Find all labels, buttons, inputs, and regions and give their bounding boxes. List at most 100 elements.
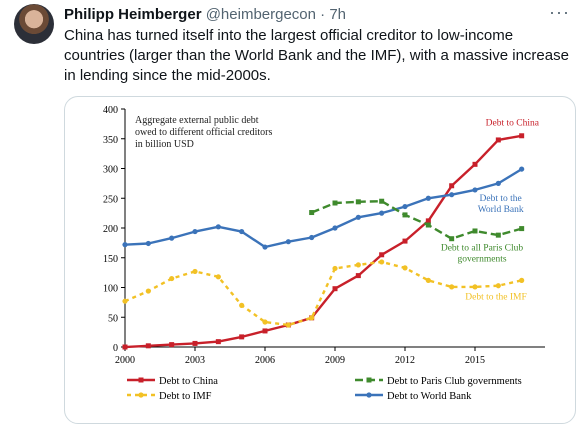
series-line-paris: [311, 199, 523, 240]
data-point-imf: [122, 298, 128, 304]
data-point-paris: [379, 198, 385, 204]
data-point-wb: [402, 203, 408, 210]
data-point-imf: [519, 277, 525, 283]
series-label-imf: Debt to the IMF: [465, 292, 526, 302]
data-point-china: [519, 133, 525, 139]
data-point-paris: [402, 212, 408, 218]
more-options-icon[interactable]: ···: [549, 2, 570, 22]
data-point-china: [332, 286, 338, 292]
data-point-china: [215, 339, 221, 345]
data-point-wb: [332, 225, 338, 231]
data-point-paris: [449, 236, 455, 242]
series-label-paris: Debt to all Paris Club: [441, 244, 524, 254]
data-point-china: [402, 238, 408, 244]
data-point-imf: [169, 275, 175, 282]
data-point-wb: [122, 242, 128, 248]
tweet-text: China has turned itself into the largest…: [64, 27, 569, 84]
data-point-paris: [309, 210, 315, 216]
data-point-wb: [449, 192, 455, 198]
data-point-wb: [519, 166, 525, 172]
data-point-paris: [355, 199, 361, 205]
x-tick-label: 2012: [395, 355, 415, 366]
x-tick-label: 2000: [115, 355, 135, 366]
y-tick-label: 100: [103, 284, 118, 295]
legend-label-imf: Debt to IMF: [159, 391, 212, 402]
data-point-china: [449, 183, 455, 189]
data-point-imf: [379, 259, 385, 265]
series-label-wb: World Bank: [478, 205, 524, 215]
x-tick-label: 2006: [255, 355, 275, 366]
data-point-china: [472, 161, 478, 167]
tweet-media[interactable]: 0 50 100 150 200 250 300 350 400 2000 2003 2006 2009…: [64, 96, 576, 424]
chart-title-line: Aggregate external public debt: [135, 115, 259, 126]
data-point-wb: [425, 195, 431, 201]
data-point-imf: [495, 283, 501, 289]
data-point-paris: [519, 226, 525, 232]
y-tick-label: 50: [108, 313, 118, 324]
data-point-china: [192, 340, 198, 346]
data-point-imf: [402, 265, 408, 271]
series-line-wb: [124, 168, 523, 249]
data-point-wb: [169, 235, 175, 241]
chart-title-line: in billion USD: [135, 139, 194, 150]
data-point-china: [355, 273, 361, 279]
header-separator: ·: [320, 6, 326, 23]
data-point-china: [379, 252, 385, 258]
y-tick-label: 300: [103, 165, 118, 176]
legend-marker-china: [138, 377, 144, 383]
data-point-imf: [192, 268, 198, 275]
author-name[interactable]: Philipp Heimberger: [64, 6, 202, 23]
y-tick-label: 0: [113, 343, 118, 354]
legend-marker-wb: [366, 392, 372, 398]
data-point-paris: [472, 228, 478, 234]
data-point-wb: [145, 240, 151, 247]
legend-label-paris: Debt to Paris Club governments: [387, 376, 522, 387]
data-point-imf: [215, 274, 221, 280]
data-point-imf: [355, 262, 361, 268]
data-point-wb: [192, 228, 198, 235]
avatar[interactable]: [14, 4, 54, 44]
y-tick-label: 150: [103, 254, 118, 265]
data-point-imf: [425, 277, 431, 283]
data-point-wb: [379, 210, 385, 216]
data-point-wb: [262, 244, 268, 250]
data-point-paris: [332, 200, 338, 206]
series-line-china: [124, 134, 522, 349]
x-tick-label: 2015: [465, 355, 485, 366]
data-point-china: [262, 328, 268, 334]
data-point-wb: [239, 228, 245, 235]
y-tick-label: 350: [103, 135, 118, 146]
data-point-imf: [145, 288, 151, 294]
y-tick-label: 250: [103, 194, 118, 205]
data-point-imf: [262, 319, 268, 325]
series-label-china: Debt to China: [486, 119, 540, 129]
debt-chart: 0 50 100 150 200 250 300 350 400 2000 2003 2006 2009…: [103, 105, 545, 402]
author-handle[interactable]: @heimbergecon: [205, 6, 316, 23]
x-tick-label: 2009: [325, 355, 345, 366]
tweet-time[interactable]: 7h: [329, 6, 347, 23]
data-point-china: [145, 343, 151, 349]
legend-marker-imf: [138, 392, 144, 398]
data-point-wb: [472, 187, 478, 193]
legend-marker-paris: [366, 377, 372, 383]
data-point-china: [425, 218, 431, 224]
data-point-imf: [285, 322, 291, 328]
data-point-paris: [425, 222, 431, 228]
data-point-wb: [355, 214, 361, 220]
data-point-imf: [309, 315, 315, 321]
data-point-wb: [495, 180, 501, 186]
y-tick-label: 200: [103, 224, 118, 235]
data-point-imf: [239, 302, 245, 308]
data-point-imf: [449, 284, 455, 290]
data-point-paris: [495, 232, 501, 238]
series-label-paris: governments: [457, 255, 506, 265]
legend-label-wb: Debt to World Bank: [387, 391, 472, 402]
data-point-wb: [309, 234, 315, 241]
data-point-china: [169, 342, 175, 348]
series-line-imf: [124, 260, 522, 327]
data-point-china: [495, 137, 501, 143]
x-tick-label: 2003: [185, 355, 205, 366]
data-point-china: [122, 344, 128, 350]
y-tick-label: 400: [103, 105, 118, 116]
data-point-china: [239, 334, 245, 340]
